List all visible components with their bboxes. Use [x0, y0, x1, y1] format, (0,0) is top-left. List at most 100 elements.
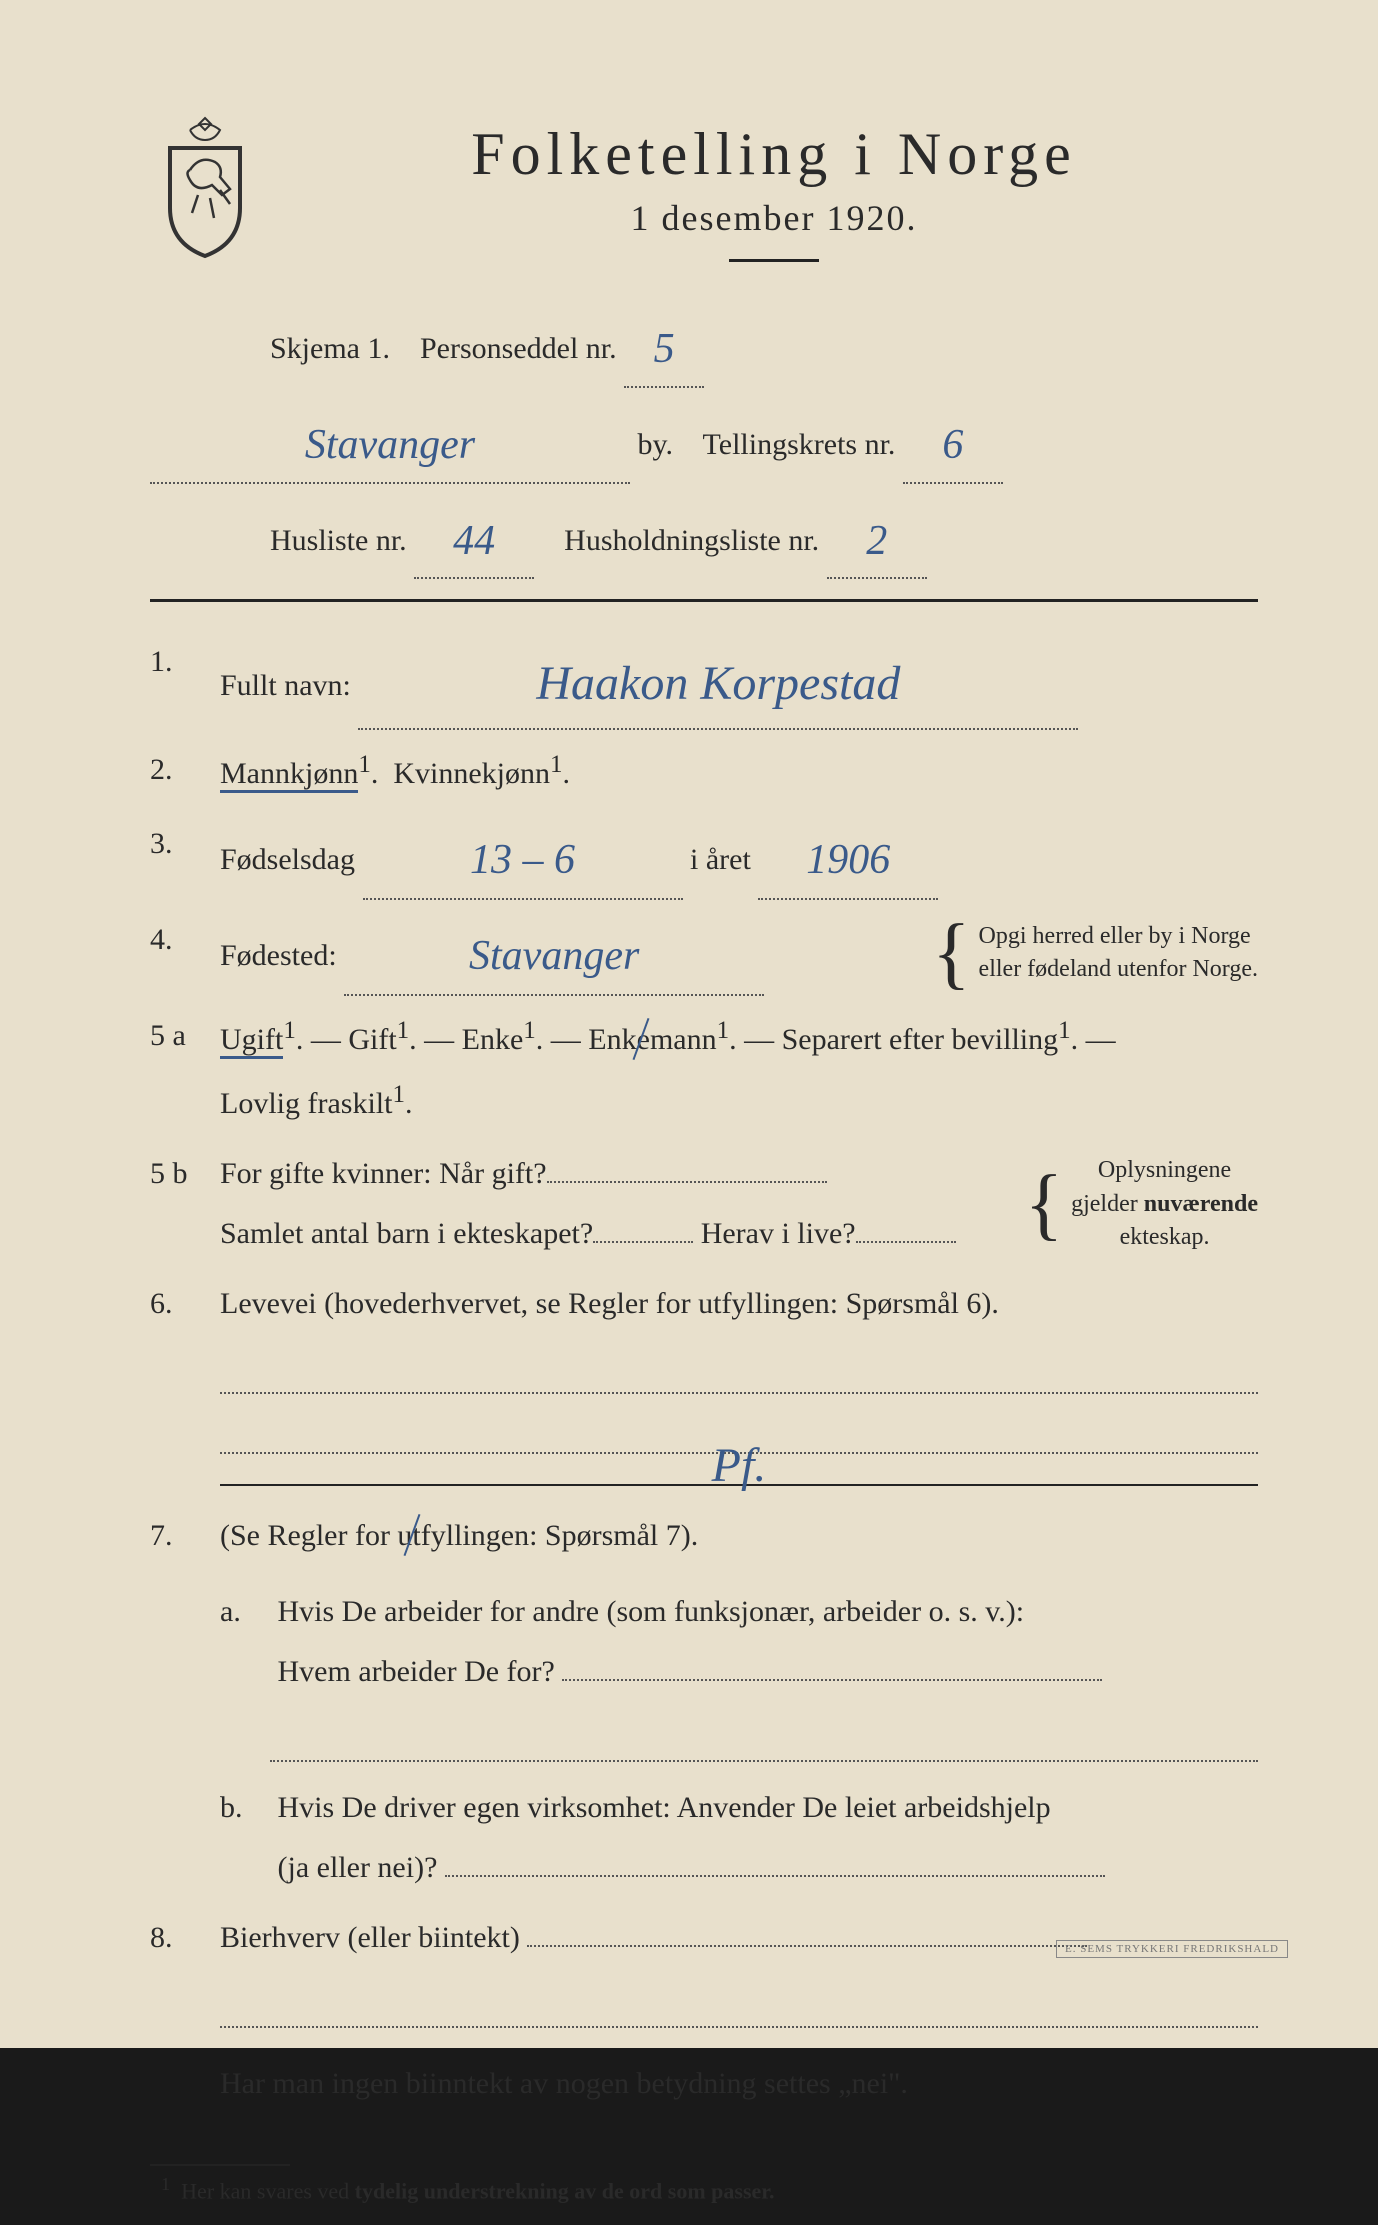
meta-block: Skjema 1. Personseddel nr. 5 Stavanger b… [270, 306, 1238, 579]
meta-line-2: Stavanger by. Tellingskrets nr. 6 [150, 402, 1238, 484]
fn-sup: 1 [161, 2174, 170, 2194]
q5b-line2b: Herav i live? [701, 1217, 856, 1250]
personseddel-label: Personseddel nr. [420, 332, 617, 365]
q7b: b. Hvis De driver egen virksomhet: Anven… [220, 1778, 1258, 1898]
q2-sup2: 1 [550, 751, 563, 778]
question-6: 6. Levevei (hovederhvervet, se Regler fo… [150, 1274, 1258, 1464]
q1-value: Haakon Korpestad [358, 632, 1078, 730]
tellingskrets-value: 6 [903, 402, 1003, 484]
q3-label: Fødselsdag [220, 843, 355, 876]
q5b-body: For gifte kvinner: Når gift? Samlet anta… [220, 1144, 1258, 1264]
q7b-label: b. [220, 1778, 270, 1838]
content-area: Folketelling i Norge 1 desember 1920. Sk… [40, 60, 1338, 2225]
question-5b: 5 b For gifte kvinner: Når gift? Samlet … [150, 1144, 1258, 1264]
q8-blank [220, 1998, 1258, 2028]
sub-title: 1 desember 1920. [290, 197, 1258, 239]
q3-year: 1906 [758, 814, 938, 900]
fn-bold: tydelig understrekning av de ord som pas… [355, 2179, 775, 2204]
q5b-line1: For gifte kvinner: Når gift? [220, 1157, 547, 1190]
q4-note-a: Opgi herred eller by i Norge [979, 920, 1258, 954]
q2-body: Mannkjønn1. Kvinnekjønn1. [220, 740, 1258, 804]
meta-line-1: Skjema 1. Personseddel nr. 5 [270, 306, 1238, 388]
q5b-left: For gifte kvinner: Når gift? Samlet anta… [220, 1144, 1017, 1264]
q2-sup1: 1 [358, 751, 371, 778]
q5a-separert: Separert efter bevilling [782, 1023, 1059, 1056]
q8-note: Har man ingen biinntekt av nogen betydni… [220, 2054, 1258, 2114]
q5a-ugift: Ugift [220, 1023, 283, 1059]
question-2: 2. Mannkjønn1. Kvinnekjønn1. [150, 740, 1258, 804]
q6-line1 [220, 1364, 1258, 1394]
q5a-num: 5 a [150, 1006, 220, 1134]
q5a-body: Ugift1. — Gift1. — Enke1. — Enkemann1. —… [220, 1006, 1258, 1134]
q5b-note: Oplysningene gjelder nuværende ekteskap. [1071, 1154, 1258, 1255]
main-title: Folketelling i Norge [290, 120, 1258, 189]
q5a-gift: Gift [348, 1023, 396, 1056]
q1-label: Fullt navn: [220, 669, 351, 702]
printer-stamp: E. SEMS TRYKKERI FREDRIKSHALD [1056, 1940, 1288, 1958]
footnote-rule [150, 2164, 290, 2166]
q5b-note1: Oplysningene [1071, 1154, 1258, 1188]
husholdning-label: Husholdningsliste nr. [564, 524, 819, 557]
q6-body: Levevei (hovederhvervet, se Regler for u… [220, 1274, 1258, 1464]
q7a-line2: Hvem arbeider De for? [278, 1655, 555, 1688]
title-block: Folketelling i Norge 1 desember 1920. [290, 100, 1258, 292]
q5b-num: 5 b [150, 1144, 220, 1264]
q1-num: 1. [150, 632, 220, 730]
q6-num: 6. [150, 1274, 220, 1464]
q4-left: Fødested: Stavanger [220, 910, 924, 996]
q5a-enke: Enke [462, 1023, 524, 1056]
tellingskrets-label: Tellingskrets nr. [703, 428, 896, 461]
q4-label: Fødested: [220, 939, 337, 972]
q4-note-b: eller fødeland utenfor Norge. [979, 953, 1258, 987]
q7b-line2: (ja eller nei)? [278, 1851, 438, 1884]
q2-kvinne: Kvinnekjønn [393, 757, 550, 790]
q2-num: 2. [150, 740, 220, 804]
q8-num: 8. [150, 1908, 220, 2114]
q7b-line1: Hvis De driver egen virksomhet: Anvender… [278, 1791, 1051, 1824]
q7-num: 7. [150, 1506, 220, 1898]
by-label: by. [638, 428, 674, 461]
q7a-line1: Hvis De arbeider for andre (som funksjon… [278, 1595, 1025, 1628]
q7-body: (Se Regler for utfyllingen: Spørsmål 7).… [220, 1506, 1258, 1898]
header: Folketelling i Norge 1 desember 1920. [150, 100, 1258, 292]
husliste-label: Husliste nr. [270, 524, 407, 557]
q1-body: Fullt navn: Haakon Korpestad [220, 632, 1258, 730]
question-4: 4. Fødested: Stavanger { Opgi herred ell… [150, 910, 1258, 996]
q2-mann: Mannkjønn [220, 757, 358, 793]
q3-year-label: i året [690, 843, 751, 876]
skjema-label: Skjema 1. [270, 332, 390, 365]
question-3: 3. Fødselsdag 13 – 6 i året 1906 [150, 814, 1258, 900]
q6-label: Levevei (hovederhvervet, se Regler for u… [220, 1287, 999, 1320]
q7a: a. Hvis De arbeider for andre (som funks… [220, 1582, 1258, 1762]
q3-day: 13 – 6 [363, 814, 683, 900]
personseddel-value: 5 [624, 306, 704, 388]
question-1: 1. Fullt navn: Haakon Korpestad [150, 632, 1258, 730]
q3-body: Fødselsdag 13 – 6 i året 1906 [220, 814, 1258, 900]
title-rule [729, 259, 819, 262]
fn-text: Her kan svares ved [181, 2179, 355, 2204]
brace-icon-1: { [932, 929, 970, 977]
q3-num: 3. [150, 814, 220, 900]
q5b-line2a: Samlet antal barn i ekteskapet? [220, 1217, 593, 1250]
divider-1 [150, 599, 1258, 602]
brace-icon-2: { [1025, 1180, 1063, 1228]
q5a-fraskilt: Lovlig fraskilt [220, 1087, 392, 1120]
q5b-note2: gjelder nuværende [1071, 1188, 1258, 1222]
q4-value: Stavanger [344, 910, 764, 996]
question-7: 7. (Se Regler for utfyllingen: Spørsmål … [150, 1506, 1258, 1898]
footnote: 1 Her kan svares ved tydelig understrekn… [150, 2174, 1258, 2204]
q7a-label: a. [220, 1582, 270, 1642]
question-5a: 5 a Ugift1. — Gift1. — Enke1. — Enkemann… [150, 1006, 1258, 1134]
husholdning-value: 2 [827, 498, 927, 580]
q5b-note3: ekteskap. [1071, 1221, 1258, 1255]
q7-label: (Se Regler for utfyllingen: Spørsmål 7). [220, 1519, 698, 1552]
husliste-value: 44 [414, 498, 534, 580]
coat-of-arms-icon [150, 110, 260, 260]
q8-label: Bierhverv (eller biintekt) [220, 1921, 520, 1954]
meta-line-3: Husliste nr. 44 Husholdningsliste nr. 2 [270, 498, 1238, 580]
q5a-enkemann: Enkemann [588, 1023, 716, 1056]
by-value: Stavanger [150, 402, 630, 484]
q4-body: Fødested: Stavanger { Opgi herred eller … [220, 910, 1258, 996]
q4-num: 4. [150, 910, 220, 996]
q7a-blank [270, 1732, 1258, 1762]
